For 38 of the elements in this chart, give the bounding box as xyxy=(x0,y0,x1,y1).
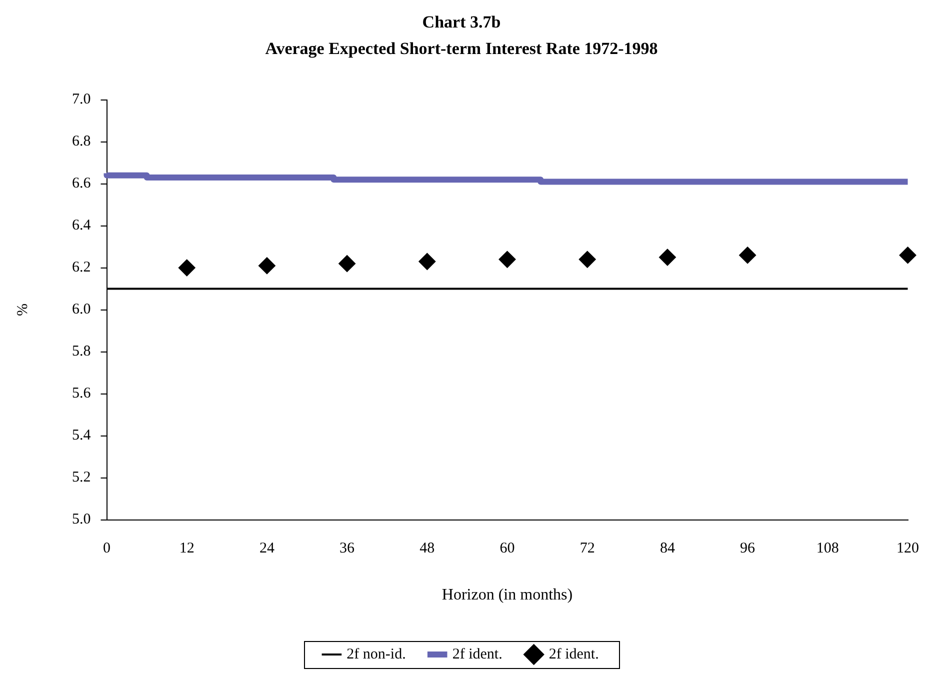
x-tick-label: 0 xyxy=(103,540,110,557)
point xyxy=(418,253,436,270)
y-tick-label: 6.8 xyxy=(72,134,91,150)
x-tick-label: 84 xyxy=(660,540,676,557)
chart-title: Chart 3.7b xyxy=(422,12,501,32)
legend-label: 2f non-id. xyxy=(346,646,406,662)
y-tick-label: 6.0 xyxy=(72,302,91,318)
x-tick-label: 12 xyxy=(179,540,194,557)
y-tick-label: 6.6 xyxy=(72,176,92,192)
x-tick-label: 48 xyxy=(420,540,435,557)
point xyxy=(338,255,356,272)
point xyxy=(578,250,596,268)
chart-subtitle: Average Expected Short-term Interest Rate 1972-1998 xyxy=(265,38,658,58)
x-tick-label: 108 xyxy=(816,540,839,557)
x-tick-label: 96 xyxy=(740,540,756,557)
point xyxy=(498,250,516,268)
x-tick-label: 24 xyxy=(259,540,275,557)
y-tick-label: 5.8 xyxy=(72,344,91,360)
point xyxy=(899,246,916,264)
y-tick-label: 5.4 xyxy=(72,428,92,444)
point xyxy=(739,246,756,264)
y-axis-title: % xyxy=(14,304,31,316)
point xyxy=(258,257,276,274)
x-tick-label: 72 xyxy=(580,540,595,557)
y-tick-label: 6.2 xyxy=(72,260,91,276)
legend-label: 2f ident. xyxy=(452,646,502,662)
legend-label: 2f ident. xyxy=(548,646,599,662)
x-tick-label: 60 xyxy=(500,540,515,557)
x-tick-label: 120 xyxy=(896,540,919,557)
x-axis-title: Horizon (in months) xyxy=(442,586,573,604)
point xyxy=(658,248,676,266)
y-tick-label: 6.4 xyxy=(72,218,92,234)
x-tick-label: 36 xyxy=(340,540,356,557)
y-tick-label: 5.0 xyxy=(72,512,91,528)
y-tick-label: 5.6 xyxy=(72,386,92,402)
point xyxy=(178,259,196,276)
y-tick-label: 7.0 xyxy=(72,92,91,108)
y-tick-label: 5.2 xyxy=(72,470,91,486)
